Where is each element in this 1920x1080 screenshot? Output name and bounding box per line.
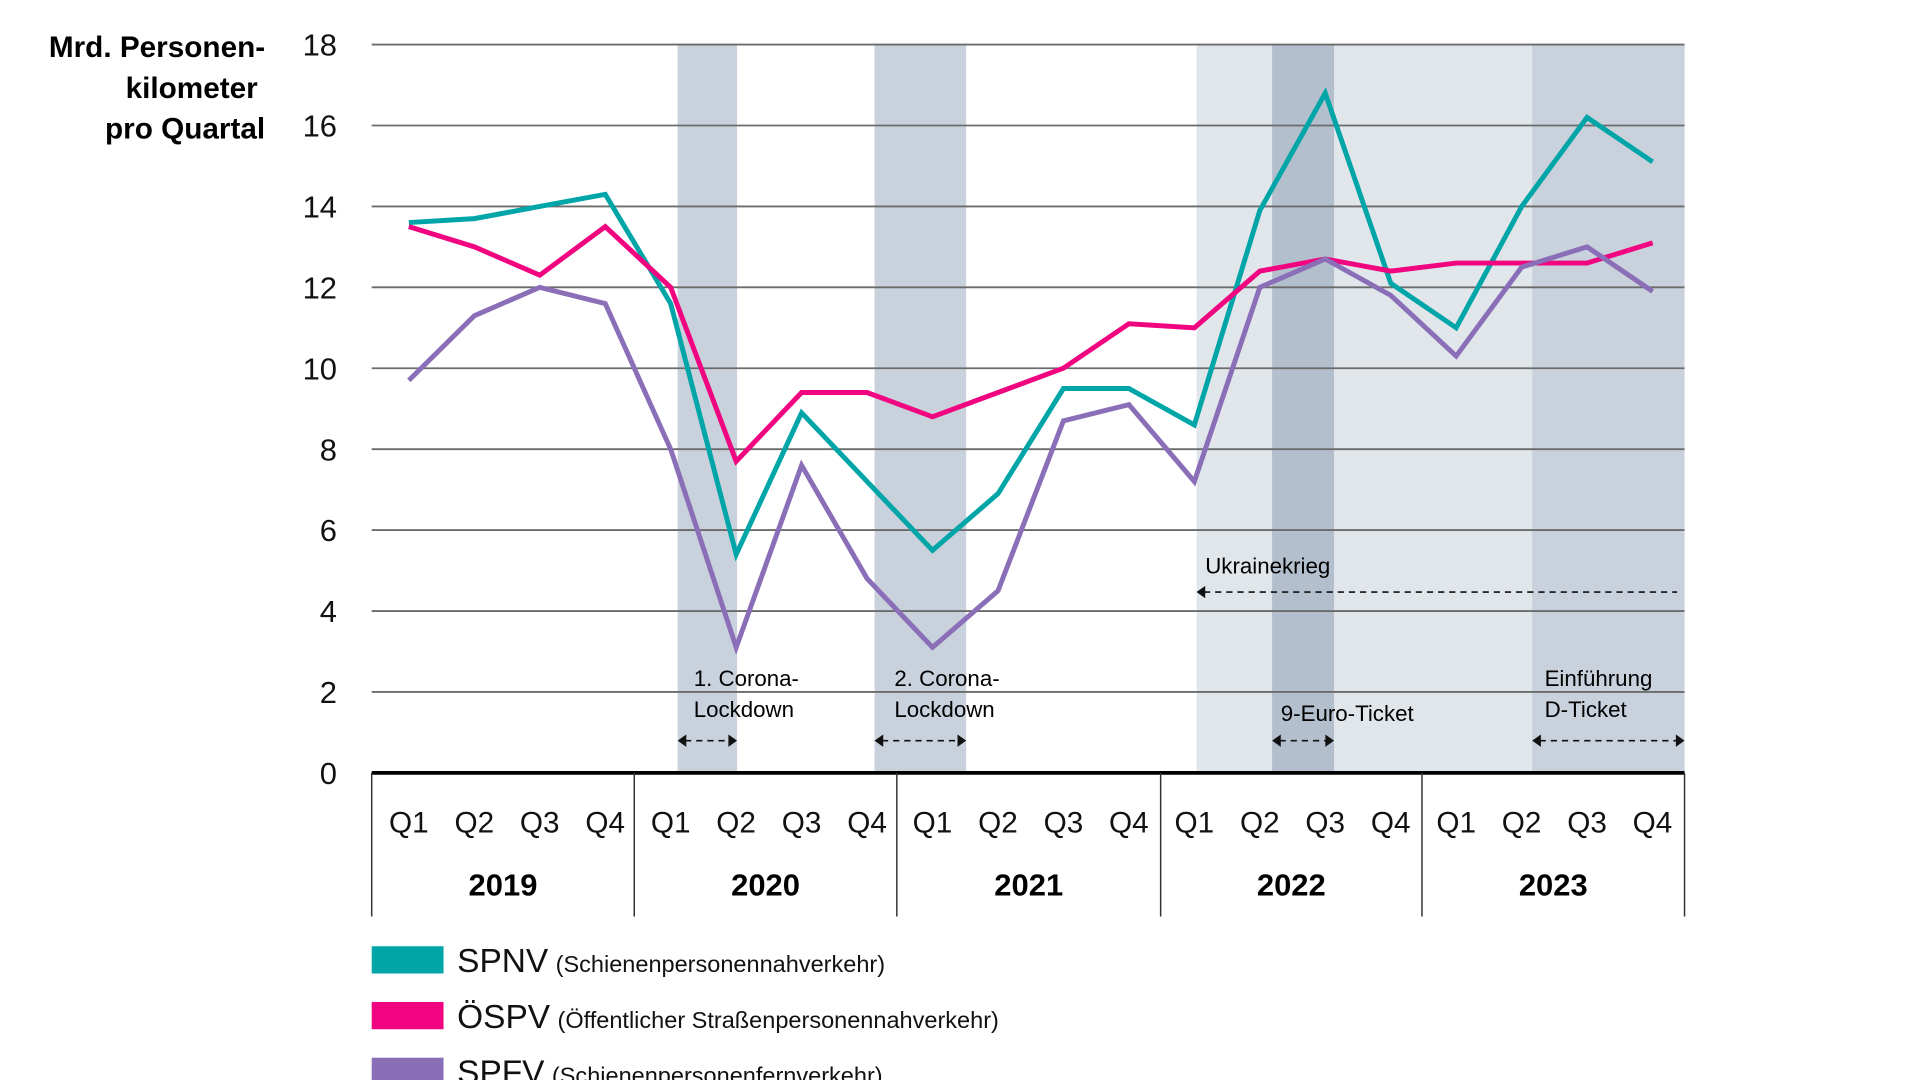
y-tick-label: 16 bbox=[303, 109, 337, 144]
band-d-ticket bbox=[1532, 44, 1685, 773]
x-tick-label: Q1 bbox=[913, 806, 953, 839]
arrow-head-right bbox=[1675, 734, 1685, 747]
year-label: 2019 bbox=[469, 867, 538, 902]
y-tick-label: 4 bbox=[320, 594, 337, 629]
series-line-spfv bbox=[407, 244, 1654, 655]
series-lines bbox=[407, 87, 1654, 655]
y-axis-label: Mrd. Personen- kilometer pro Quartal bbox=[49, 31, 265, 146]
grid-lines bbox=[371, 43, 1685, 693]
legend: SPNV (Schienenpersonennahverkehr)ÖSPV (Öff… bbox=[371, 943, 999, 1080]
x-tick-label: Q4 bbox=[1109, 806, 1149, 839]
arrow-head-right bbox=[957, 734, 967, 747]
y-tick-label: 14 bbox=[303, 190, 337, 225]
legend-item: ÖSPV (Öffentlicher Straßenpersonennahverk… bbox=[371, 999, 999, 1036]
x-tick-label: Q1 bbox=[1175, 806, 1215, 839]
annotation-corona-2: Lockdown bbox=[894, 697, 994, 722]
series-line-öspv bbox=[408, 223, 1654, 466]
annotations: 1. Corona- Lockdown 2. Corona- Lockdown … bbox=[694, 553, 1653, 725]
legend-label: SPFV (Schienenpersonenfernverkehr) bbox=[457, 1055, 882, 1080]
x-tick-label: Q2 bbox=[716, 806, 756, 839]
y-tick-label: 0 bbox=[320, 756, 337, 791]
annotation-corona-1: Lockdown bbox=[694, 697, 794, 722]
y-tick-label: 10 bbox=[303, 351, 337, 386]
x-tick-label: Q4 bbox=[585, 806, 625, 839]
legend-item: SPFV (Schienenpersonenfernverkehr) bbox=[371, 1055, 883, 1080]
year-label: 2020 bbox=[731, 867, 800, 902]
x-tick-label: Q3 bbox=[1567, 806, 1607, 839]
x-tick-label: Q3 bbox=[1305, 806, 1345, 839]
arrow-corona-2 bbox=[874, 734, 967, 747]
annotation-ukrainekrieg: Ukrainekrieg bbox=[1205, 553, 1330, 578]
y-axis-label-line: kilometer bbox=[126, 72, 259, 105]
x-tick-label: Q2 bbox=[978, 806, 1018, 839]
x-tick-label: Q3 bbox=[1044, 806, 1084, 839]
annotation-9-euro-ticket: 9-Euro-Ticket bbox=[1281, 701, 1415, 726]
legend-name: ÖSPV bbox=[457, 999, 551, 1036]
arrow-head-left bbox=[1532, 734, 1541, 747]
arrow-corona-1 bbox=[677, 734, 738, 747]
x-tick-label: Q1 bbox=[389, 806, 429, 839]
annotation-corona-1: 1. Corona- bbox=[694, 666, 799, 691]
legend-swatch bbox=[371, 1001, 444, 1030]
year-label: 2022 bbox=[1257, 867, 1326, 902]
x-tick-label: Q3 bbox=[782, 806, 822, 839]
annotation-d-ticket: D-Ticket bbox=[1545, 697, 1628, 722]
legend-item: SPNV (Schienenpersonennahverkehr) bbox=[371, 943, 885, 980]
y-tick-label: 6 bbox=[320, 513, 337, 548]
x-tick-label: Q4 bbox=[847, 806, 887, 839]
y-axis-ticks: 0 2 4 6 8 10 12 14 16 18 bbox=[303, 28, 337, 791]
y-axis-label-line: Mrd. Personen- bbox=[49, 31, 265, 64]
legend-label: SPNV (Schienenpersonennahverkehr) bbox=[457, 943, 885, 980]
y-tick-label: 18 bbox=[303, 28, 337, 63]
legend-name: SPFV bbox=[457, 1055, 545, 1080]
series-line-spnv bbox=[408, 87, 1654, 562]
event-bands bbox=[677, 44, 1685, 773]
legend-description: (Schienenpersonenfernverkehr) bbox=[552, 1063, 883, 1080]
x-tick-label: Q4 bbox=[1633, 806, 1673, 839]
legend-description: (Öffentlicher Straßenpersonennahverkehr) bbox=[558, 1007, 999, 1033]
y-tick-label: 2 bbox=[320, 675, 337, 710]
legend-label: ÖSPV (Öffentlicher Straßenpersonennahverk… bbox=[457, 999, 999, 1036]
arrow-head-left bbox=[677, 734, 687, 747]
y-axis-label-line: pro Quartal bbox=[105, 113, 265, 146]
arrow-d-ticket bbox=[1532, 734, 1685, 747]
x-tick-label: Q2 bbox=[1240, 806, 1280, 839]
annotation-corona-2: 2. Corona- bbox=[894, 666, 999, 691]
x-tick-label: Q1 bbox=[651, 806, 691, 839]
x-tick-label: Q4 bbox=[1371, 806, 1411, 839]
arrow-head-right bbox=[728, 734, 738, 747]
year-label: 2023 bbox=[1519, 867, 1588, 902]
x-tick-label: Q2 bbox=[454, 806, 494, 839]
period-arrows bbox=[677, 585, 1685, 747]
legend-name: SPNV bbox=[457, 943, 549, 980]
band-corona-1 bbox=[677, 44, 738, 773]
y-tick-label: 12 bbox=[303, 270, 337, 305]
annotation-d-ticket: Einführung bbox=[1545, 666, 1653, 691]
band-9-euro-ticket bbox=[1272, 44, 1335, 773]
x-tick-label: Q2 bbox=[1502, 806, 1542, 839]
arrow-head-left bbox=[1272, 734, 1281, 747]
legend-swatch bbox=[371, 946, 444, 974]
arrow-head-left bbox=[1196, 585, 1206, 599]
legend-description: (Schienenpersonennahverkehr) bbox=[556, 951, 885, 977]
x-axis: Q1 Q2 Q3 Q4 2019 Q1 Q2 Q3 Q4 2020 Q1 Q2 Q3 Q4 2021 Q1 Q2… bbox=[370, 770, 1686, 917]
x-tick-label: Q3 bbox=[520, 806, 560, 839]
year-label: 2021 bbox=[994, 867, 1063, 902]
legend-swatch bbox=[371, 1057, 444, 1080]
arrow-head-left bbox=[874, 734, 884, 747]
x-tick-label: Q1 bbox=[1436, 806, 1476, 839]
arrow-head-right bbox=[1325, 734, 1335, 747]
arrow-ukrainekrieg bbox=[1196, 585, 1678, 599]
y-tick-label: 8 bbox=[320, 432, 337, 467]
arrow-9-euro-ticket bbox=[1272, 734, 1335, 747]
